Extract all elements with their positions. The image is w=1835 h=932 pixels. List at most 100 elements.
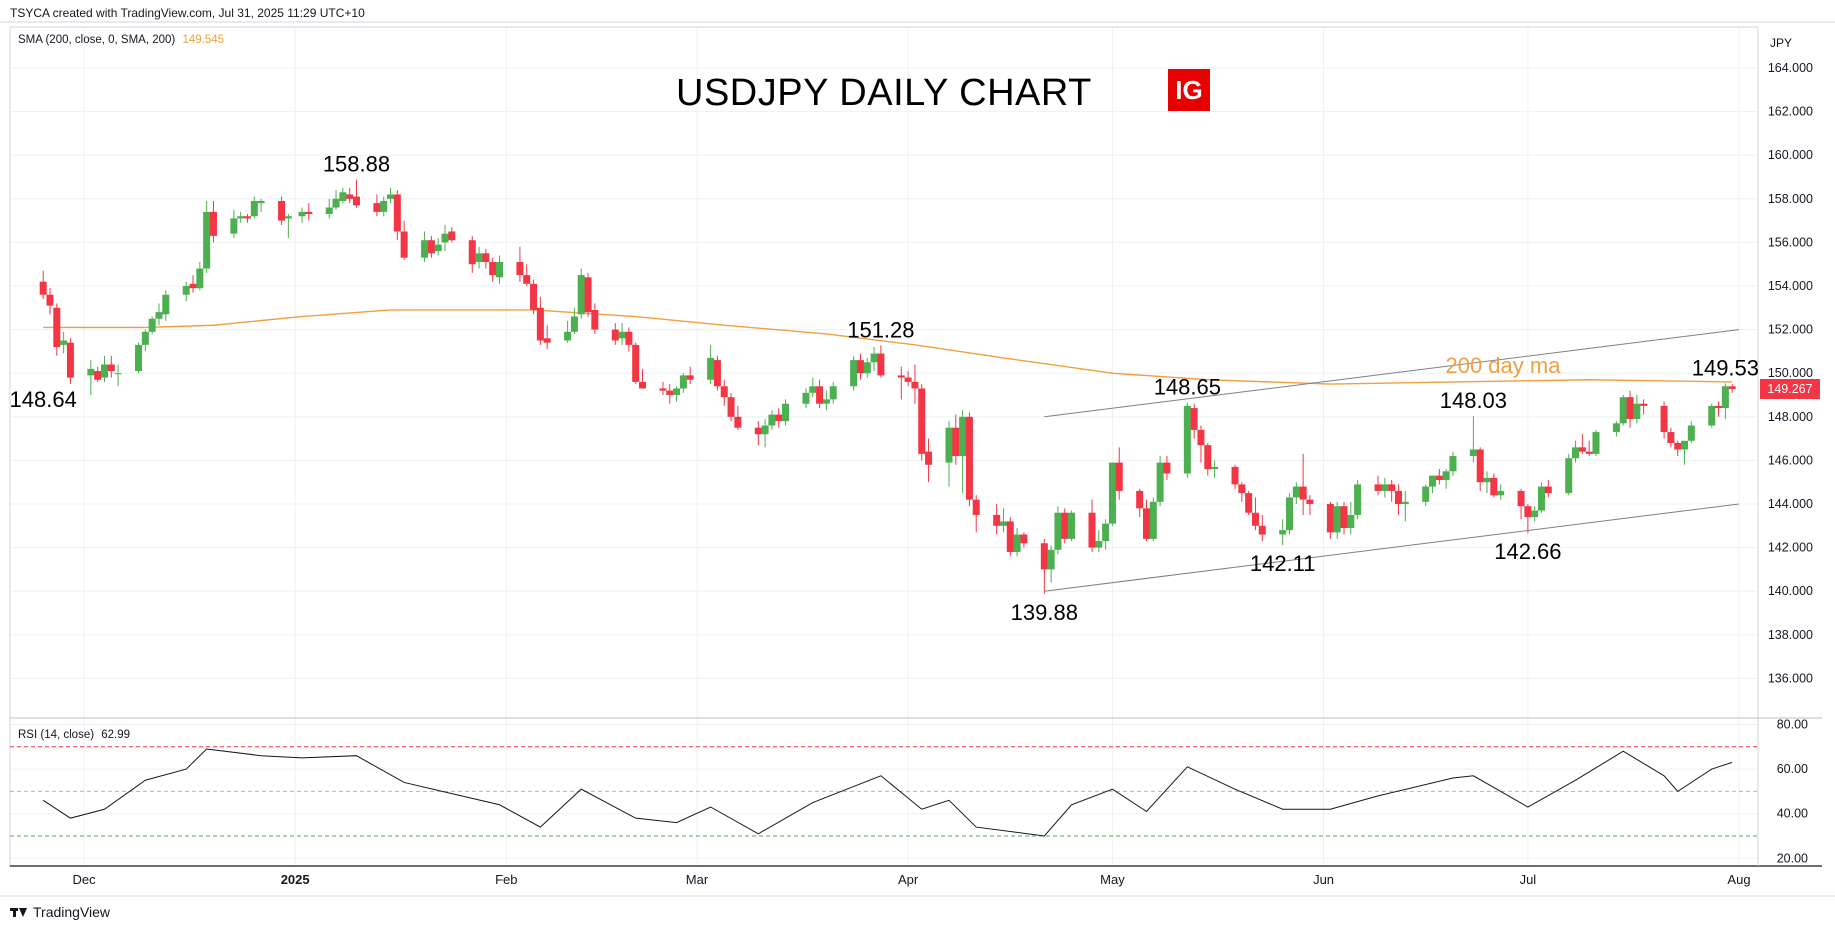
- candle-body: [904, 377, 912, 382]
- candle-body: [448, 231, 456, 241]
- price-axis-tick-label: 160.000: [1768, 148, 1813, 162]
- price-annotation: 142.11: [1250, 551, 1316, 576]
- rsi-axis-tick-label: 80.00: [1777, 717, 1808, 731]
- candle-body: [1115, 462, 1123, 491]
- candle-body: [495, 262, 503, 278]
- candlestick-series: [39, 179, 1736, 594]
- candle-body: [754, 427, 762, 435]
- rsi-legend[interactable]: RSI (14, close) 62.99: [18, 729, 130, 741]
- price-annotation: 149.53: [1692, 355, 1759, 380]
- candle-body: [339, 192, 347, 201]
- price-annotation: 151.28: [847, 317, 914, 342]
- footer-brand[interactable]: TradingView: [10, 904, 110, 920]
- candle-body: [1640, 403, 1648, 406]
- candle-body: [707, 357, 715, 380]
- candle-body: [346, 194, 354, 199]
- candle-body: [856, 360, 864, 374]
- candle-body: [611, 329, 619, 341]
- candle-body: [250, 200, 258, 217]
- footer-brand-label: TradingView: [33, 904, 111, 920]
- candle-body: [482, 253, 490, 263]
- candle-body: [475, 253, 483, 263]
- candle-body: [1136, 490, 1144, 509]
- candle-body: [591, 309, 599, 330]
- candle-body: [1524, 506, 1532, 518]
- price-axis-tick-label: 140.000: [1768, 584, 1813, 598]
- candle-body: [972, 499, 980, 515]
- candle-body: [1388, 484, 1396, 491]
- candle-body: [1197, 429, 1205, 446]
- candle-body: [632, 344, 640, 382]
- candle-body: [1483, 477, 1491, 483]
- candle-body: [60, 340, 68, 345]
- candle-body: [1245, 493, 1253, 513]
- candle-body: [1286, 497, 1294, 531]
- candle-body: [918, 388, 926, 454]
- candle-body: [237, 216, 245, 219]
- candle-body: [1374, 484, 1382, 491]
- candle-body: [352, 196, 360, 206]
- candle-body: [53, 307, 61, 348]
- candle-body: [1299, 486, 1307, 500]
- candle-body: [1156, 462, 1164, 502]
- rsi-axis-tick-label: 60.00: [1777, 762, 1808, 776]
- candle-body: [373, 203, 381, 212]
- candle-body: [427, 240, 435, 254]
- sma-200-line-path: [43, 309, 1733, 385]
- candle-body: [911, 381, 919, 389]
- rsi-line-path: [42, 748, 1733, 837]
- candle-body: [189, 283, 197, 289]
- candle-body: [1054, 512, 1062, 550]
- price-axis-tick-label: 136.000: [1768, 671, 1813, 685]
- candle-body: [148, 318, 156, 332]
- candle-body: [1476, 449, 1484, 483]
- candle-body: [1204, 445, 1212, 470]
- candle-body: [1068, 512, 1076, 539]
- candle-body: [1047, 549, 1055, 570]
- candle-body: [816, 386, 824, 404]
- candle-body: [257, 200, 265, 204]
- price-axis-tick-label: 142.000: [1768, 541, 1813, 555]
- candle-body: [530, 283, 538, 310]
- candle-body: [999, 521, 1007, 526]
- candle-body: [1354, 484, 1362, 515]
- price-axis-tick-label: 164.000: [1768, 61, 1813, 75]
- price-axis-tick-label: 138.000: [1768, 628, 1813, 642]
- price-axis-tick-label: 154.000: [1768, 279, 1813, 293]
- candle-body: [659, 388, 667, 391]
- candle-body: [543, 338, 551, 343]
- candle-body: [734, 416, 742, 428]
- candle-body: [516, 262, 524, 276]
- time-axis-tick-label: Aug: [1727, 872, 1750, 887]
- candle-body: [1006, 521, 1014, 552]
- price-axis-tick-label: 152.000: [1768, 323, 1813, 337]
- candle-body: [155, 312, 163, 319]
- candle-body: [1681, 440, 1689, 450]
- price-annotation: 142.66: [1494, 539, 1561, 564]
- candle-body: [850, 360, 858, 387]
- rsi-legend-value: 62.99: [101, 729, 131, 741]
- candle-body: [775, 414, 783, 422]
- candle-body: [1674, 442, 1682, 450]
- candle-body: [182, 286, 190, 295]
- candle-body: [1088, 512, 1096, 548]
- candle-body: [536, 307, 544, 341]
- candle-body: [244, 216, 252, 219]
- candle-body: [1708, 405, 1716, 426]
- candle-body: [94, 371, 102, 380]
- sma-legend[interactable]: SMA (200, close, 0, SMA, 200) 149.545: [18, 34, 224, 46]
- currency-label[interactable]: JPY: [1770, 36, 1793, 50]
- candle-body: [829, 386, 837, 400]
- candle-body: [1394, 490, 1402, 504]
- candle-body: [489, 262, 497, 276]
- candle-body: [877, 353, 885, 376]
- grid: [10, 27, 1758, 866]
- candle-body: [952, 427, 960, 457]
- candle-body: [114, 373, 122, 375]
- time-axis-tick-label: 2025: [281, 872, 310, 887]
- candle-body: [639, 381, 647, 389]
- candle-body: [1490, 477, 1498, 496]
- candle-body: [1497, 490, 1505, 496]
- candle-body: [1231, 466, 1239, 485]
- price-axis-tick-label: 162.000: [1768, 105, 1813, 119]
